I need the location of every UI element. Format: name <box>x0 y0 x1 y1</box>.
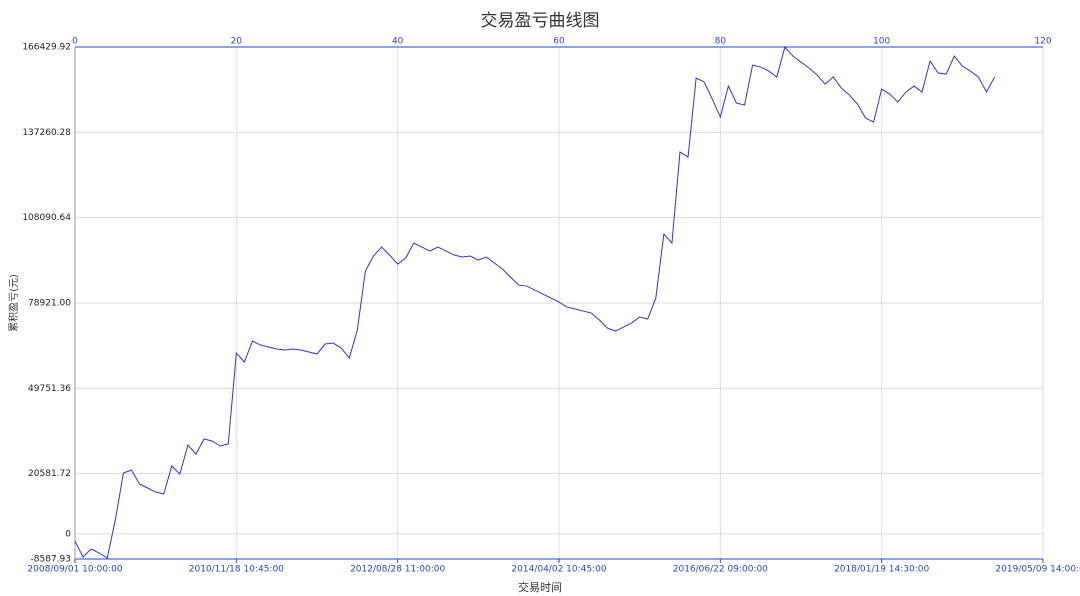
x-date-tick-label: 2019/05/09 14:00:00 <box>995 565 1080 575</box>
x-date-tick-label: 2012/08/28 11:00:00 <box>350 565 445 575</box>
x-tick-label: 60 <box>553 37 565 47</box>
y-tick-label: 49751.36 <box>28 384 71 394</box>
x-tick-label: 80 <box>715 37 727 47</box>
x-tick-label: 120 <box>1034 37 1051 47</box>
y-tick-label: -8587.93 <box>31 555 71 565</box>
y-tick-label: 0 <box>65 529 71 539</box>
x-date-tick-label: 2008/09/01 10:00:00 <box>27 565 122 575</box>
line-series <box>74 46 996 559</box>
x-tick-label: 20 <box>231 37 243 47</box>
y-tick-label: 20581.72 <box>28 469 71 479</box>
y-axis-label: 累积盈亏(元) <box>8 274 20 332</box>
y-tick-label: 108090.64 <box>22 213 71 223</box>
y-tick-label: 78921.00 <box>28 299 71 309</box>
y-tick-label: 137260.28 <box>22 128 71 138</box>
y-tick-label: 166429.92 <box>22 43 71 53</box>
x-date-tick-label: 2014/04/02 10:45:00 <box>511 565 606 575</box>
x-date-tick-label: 2018/01/19 14:30:00 <box>834 565 929 575</box>
x-tick-label: 100 <box>873 37 890 47</box>
x-axis-label: 交易时间 <box>518 580 562 594</box>
chart-title: 交易盈亏曲线图 <box>481 11 600 31</box>
x-date-tick-label: 2016/06/22 09:00:00 <box>673 565 768 575</box>
x-tick-label: 40 <box>392 37 404 47</box>
x-tick-label: 0 <box>72 37 78 47</box>
x-date-tick-label: 2010/11/18 10:45:00 <box>189 565 284 575</box>
